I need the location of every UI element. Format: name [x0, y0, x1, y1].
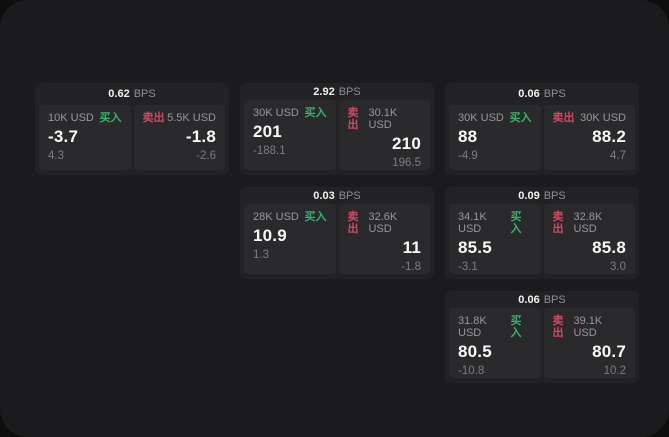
buy-side-label: 买入 [510, 211, 522, 235]
buy-panel[interactable]: 34.1K USD 买入 85.5 -3.1 [449, 204, 541, 274]
sell-panel[interactable]: 卖出 30.1K USD 210 196.5 [338, 100, 430, 170]
quote-card: 0.06 BPS 31.8K USD 买入 80.5 -10.8 卖出 39.1… [445, 291, 639, 383]
sell-panel[interactable]: 卖出 32.8K USD 85.8 3.0 [543, 204, 635, 274]
sell-side-label: 卖出 [347, 107, 359, 131]
quote-panels: 28K USD 买入 10.9 1.3 卖出 32.6K USD 11 -1.8 [240, 204, 434, 279]
sell-panel[interactable]: 卖出 5.5K USD -1.8 -2.6 [133, 105, 225, 170]
buy-price: 88 [458, 127, 478, 146]
bps-value: 2.92 [313, 85, 335, 98]
bps-value: 0.03 [313, 189, 335, 202]
buy-panel[interactable]: 28K USD 买入 10.9 1.3 [244, 204, 336, 274]
bps-unit-label: BPS [543, 189, 566, 202]
buy-sub-value: -3.1 [458, 261, 478, 273]
sell-side-label: 卖出 [552, 315, 564, 339]
buy-side-label: 买入 [510, 315, 522, 339]
sell-sub-value: -1.8 [401, 261, 421, 273]
sell-price: 80.7 [592, 342, 626, 361]
sell-amount: 30K USD [580, 112, 626, 124]
buy-amount: 30K USD [458, 112, 504, 124]
buy-amount: 10K USD [48, 112, 94, 124]
buy-sub-value: 1.3 [253, 249, 269, 261]
bps-value: 0.06 [518, 88, 540, 100]
bps-value: 0.62 [108, 88, 130, 100]
quote-panels: 34.1K USD 买入 85.5 -3.1 卖出 32.8K USD 85.8… [445, 204, 639, 279]
quote-card: 0.03 BPS 28K USD 买入 10.9 1.3 卖出 32.6K US… [240, 187, 434, 279]
buy-price: 201 [253, 122, 282, 141]
sell-price: 88.2 [592, 127, 626, 146]
buy-sub-value: -10.8 [458, 365, 485, 377]
sell-amount: 32.6K USD [368, 211, 398, 235]
bps-header: 2.92 BPS [240, 83, 434, 100]
buy-price: -3.7 [48, 127, 79, 146]
sell-sub-value: -2.6 [196, 150, 216, 162]
buy-sub-value: 4.3 [48, 150, 64, 162]
bps-unit-label: BPS [543, 88, 566, 100]
buy-amount: 31.8K USD [458, 315, 487, 339]
buy-price: 80.5 [458, 342, 492, 361]
buy-price: 10.9 [253, 226, 287, 245]
bps-unit-label: BPS [338, 85, 361, 98]
sell-side-label: 卖出 [142, 112, 165, 124]
sell-amount: 32.8K USD [573, 211, 603, 235]
sell-panel[interactable]: 卖出 39.1K USD 80.7 10.2 [543, 308, 635, 378]
sell-side-label: 卖出 [552, 211, 564, 235]
quote-card: 0.09 BPS 34.1K USD 买入 85.5 -3.1 卖出 32.8K… [445, 187, 639, 279]
sell-side-label: 卖出 [347, 211, 359, 235]
buy-side-label: 买入 [509, 112, 532, 124]
sell-amount: 39.1K USD [573, 315, 603, 339]
buy-side-label: 买入 [99, 112, 122, 124]
quote-panels: 30K USD 买入 201 -188.1 卖出 30.1K USD 210 1… [240, 100, 434, 175]
buy-sub-value: -188.1 [253, 145, 286, 157]
sell-sub-value: 196.5 [392, 157, 421, 169]
sell-price: 210 [392, 134, 421, 153]
buy-amount: 30K USD [253, 107, 299, 119]
buy-amount: 34.1K USD [458, 211, 487, 235]
quote-panels: 10K USD 买入 -3.7 4.3 卖出 5.5K USD -1.8 -2.… [35, 105, 229, 175]
quote-panels: 31.8K USD 买入 80.5 -10.8 卖出 39.1K USD 80.… [445, 308, 639, 383]
buy-panel[interactable]: 31.8K USD 买入 80.5 -10.8 [449, 308, 541, 378]
sell-sub-value: 4.7 [610, 150, 626, 162]
quote-card: 2.92 BPS 30K USD 买入 201 -188.1 卖出 30.1K … [240, 83, 434, 175]
buy-amount: 28K USD [253, 211, 299, 223]
sell-amount: 30.1K USD [368, 107, 398, 131]
quote-panels: 30K USD 买入 88 -4.9 卖出 30K USD 88.2 4.7 [445, 105, 639, 175]
quote-card: 0.06 BPS 30K USD 买入 88 -4.9 卖出 30K USD [445, 83, 639, 175]
buy-price: 85.5 [458, 238, 492, 257]
bps-unit-label: BPS [133, 88, 156, 100]
sell-price: -1.8 [185, 127, 216, 146]
bps-header: 0.09 BPS [445, 187, 639, 204]
bps-header: 0.62 BPS [35, 83, 229, 105]
bps-header: 0.06 BPS [445, 83, 639, 105]
buy-sub-value: -4.9 [458, 150, 478, 162]
bps-header: 0.03 BPS [240, 187, 434, 204]
bps-value: 0.09 [518, 189, 540, 202]
buy-side-label: 买入 [304, 107, 327, 119]
sell-price: 85.8 [592, 238, 626, 257]
bps-unit-label: BPS [338, 189, 361, 202]
sell-price: 11 [402, 238, 421, 257]
sell-sub-value: 10.2 [603, 365, 626, 377]
buy-side-label: 买入 [304, 211, 327, 223]
quote-board: 0.62 BPS 10K USD 买入 -3.7 4.3 卖出 5.5K USD [35, 83, 639, 383]
sell-sub-value: 3.0 [610, 261, 626, 273]
sell-panel[interactable]: 卖出 30K USD 88.2 4.7 [543, 105, 635, 170]
buy-panel[interactable]: 30K USD 买入 201 -188.1 [244, 100, 336, 170]
sell-amount: 5.5K USD [167, 112, 216, 124]
quote-card: 0.62 BPS 10K USD 买入 -3.7 4.3 卖出 5.5K USD [35, 83, 229, 175]
buy-panel[interactable]: 30K USD 买入 88 -4.9 [449, 105, 541, 170]
sell-panel[interactable]: 卖出 32.6K USD 11 -1.8 [338, 204, 430, 274]
sell-side-label: 卖出 [552, 112, 575, 124]
bps-header: 0.06 BPS [445, 291, 639, 308]
bps-value: 0.06 [518, 293, 540, 306]
bps-unit-label: BPS [543, 293, 566, 306]
buy-panel[interactable]: 10K USD 买入 -3.7 4.3 [39, 105, 131, 170]
